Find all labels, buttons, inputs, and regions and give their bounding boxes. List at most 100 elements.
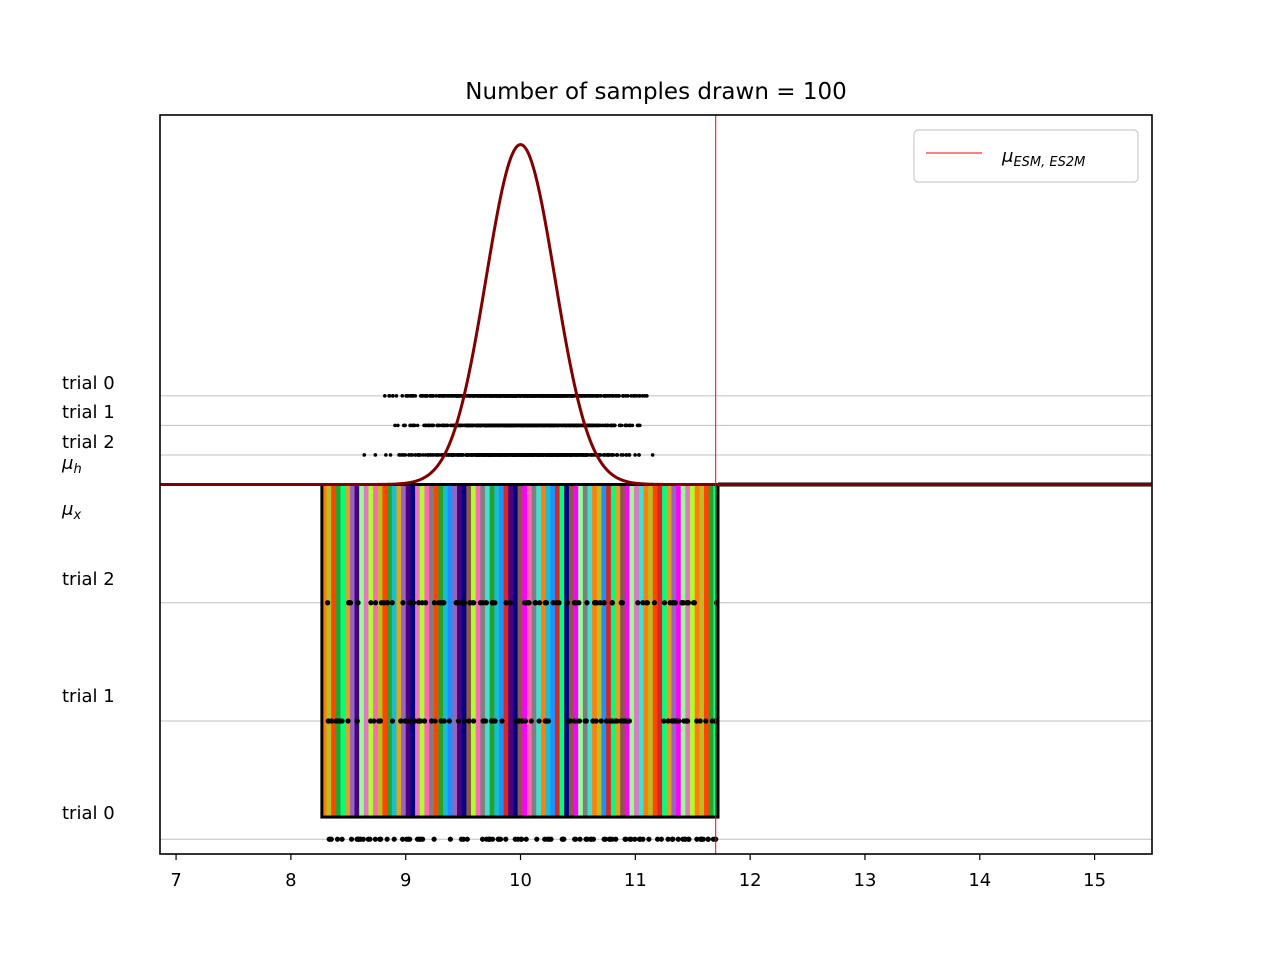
sample-point [507, 600, 513, 606]
x-tick-label: 13 [854, 870, 877, 891]
stripe-bar [559, 484, 565, 818]
stripe-bar [466, 484, 472, 818]
stripe-bar [610, 484, 616, 818]
sample-point [400, 394, 405, 398]
x-tick-label: 7 [170, 870, 181, 891]
sample-point [495, 453, 499, 457]
sample-point [523, 836, 529, 842]
sample-point [326, 718, 332, 724]
sample-point [598, 423, 603, 428]
stripe-bar [419, 484, 425, 818]
sample-point [360, 836, 366, 842]
y-label-trial: trial 0 [62, 373, 115, 394]
stripe-block-outline [320, 483, 720, 819]
legend-label-subscript: ESM, ES2M [1013, 155, 1085, 170]
sample-point [612, 423, 617, 428]
y-label-trial: trial 2 [62, 569, 115, 590]
sample-point [442, 394, 446, 398]
y-label-trial: trial 2 [62, 432, 115, 453]
sample-point [471, 394, 476, 398]
stripe-bar [331, 484, 337, 818]
sample-point [486, 394, 490, 398]
stripe-bar [648, 484, 654, 818]
sample-point [531, 394, 535, 398]
stripe-bar [447, 484, 453, 818]
sample-point [621, 394, 625, 398]
sample-point [430, 394, 435, 398]
sample-point [697, 836, 704, 842]
sample-point [571, 453, 575, 457]
sample-point [534, 394, 539, 398]
stripe-bar [498, 484, 505, 818]
stripe-bar [540, 484, 546, 818]
sample-point [565, 453, 570, 457]
sample-point [615, 453, 620, 457]
sample-point [398, 453, 403, 457]
sample-point [431, 836, 437, 842]
sample-point [345, 718, 351, 724]
sample-point [391, 394, 395, 398]
sample-point [618, 718, 624, 724]
sample-point [477, 600, 484, 606]
stripe-bar [321, 484, 327, 818]
sample-point [566, 394, 571, 398]
sample-point [497, 453, 502, 457]
x-axis: 7 8 9 10 11 12 13 14 15 [170, 854, 1106, 891]
stripe-bar [326, 484, 332, 818]
sample-point [651, 600, 658, 606]
stripe-bar [699, 484, 705, 818]
stripe-bar [704, 484, 710, 818]
sample-point [562, 453, 567, 457]
sample-point [632, 836, 638, 842]
sample-point [440, 423, 445, 428]
sample-point [435, 600, 441, 606]
sample-point [609, 600, 615, 606]
sample-point [544, 836, 551, 842]
sample-point [526, 423, 530, 428]
sample-point [384, 453, 388, 457]
stripe-bar [471, 484, 477, 818]
sample-point [637, 836, 643, 842]
sample-point [535, 423, 539, 428]
sample-point [407, 600, 413, 606]
sample-point [455, 718, 462, 724]
sample-point [579, 394, 584, 398]
stripe-bar [685, 484, 691, 818]
sample-point [572, 836, 579, 842]
sample-point [500, 394, 505, 398]
stripe-bar [382, 484, 388, 818]
sample-point [327, 836, 333, 842]
stripe-bar [401, 484, 407, 818]
sample-point [423, 423, 428, 428]
mu-symbol: μ [61, 499, 73, 520]
sample-point [388, 453, 393, 457]
sample-point [384, 600, 391, 606]
stripe-bar [522, 484, 528, 818]
sample-point [580, 423, 584, 428]
sample-point [623, 836, 629, 842]
sample-point [522, 600, 528, 606]
sample-point [481, 453, 486, 457]
sample-point [384, 836, 390, 842]
sample-point [415, 423, 420, 428]
sample-point [478, 423, 482, 428]
y-label-trial: trial 1 [62, 686, 115, 707]
stripe-bar [615, 484, 621, 818]
sample-point [613, 836, 619, 842]
sample-point [568, 423, 572, 428]
sample-point [400, 600, 406, 606]
sample-point [420, 394, 425, 398]
sample-point [543, 600, 550, 606]
sample-point [570, 394, 575, 398]
sample-point [335, 718, 341, 724]
sample-point [519, 718, 525, 724]
sample-point [503, 836, 509, 842]
sample-point [519, 453, 523, 457]
legend-box [913, 129, 1139, 183]
sample-point [633, 453, 637, 457]
sample-point [426, 453, 431, 457]
stripe-bar [536, 484, 542, 818]
gaussian-curve [160, 143, 1152, 486]
